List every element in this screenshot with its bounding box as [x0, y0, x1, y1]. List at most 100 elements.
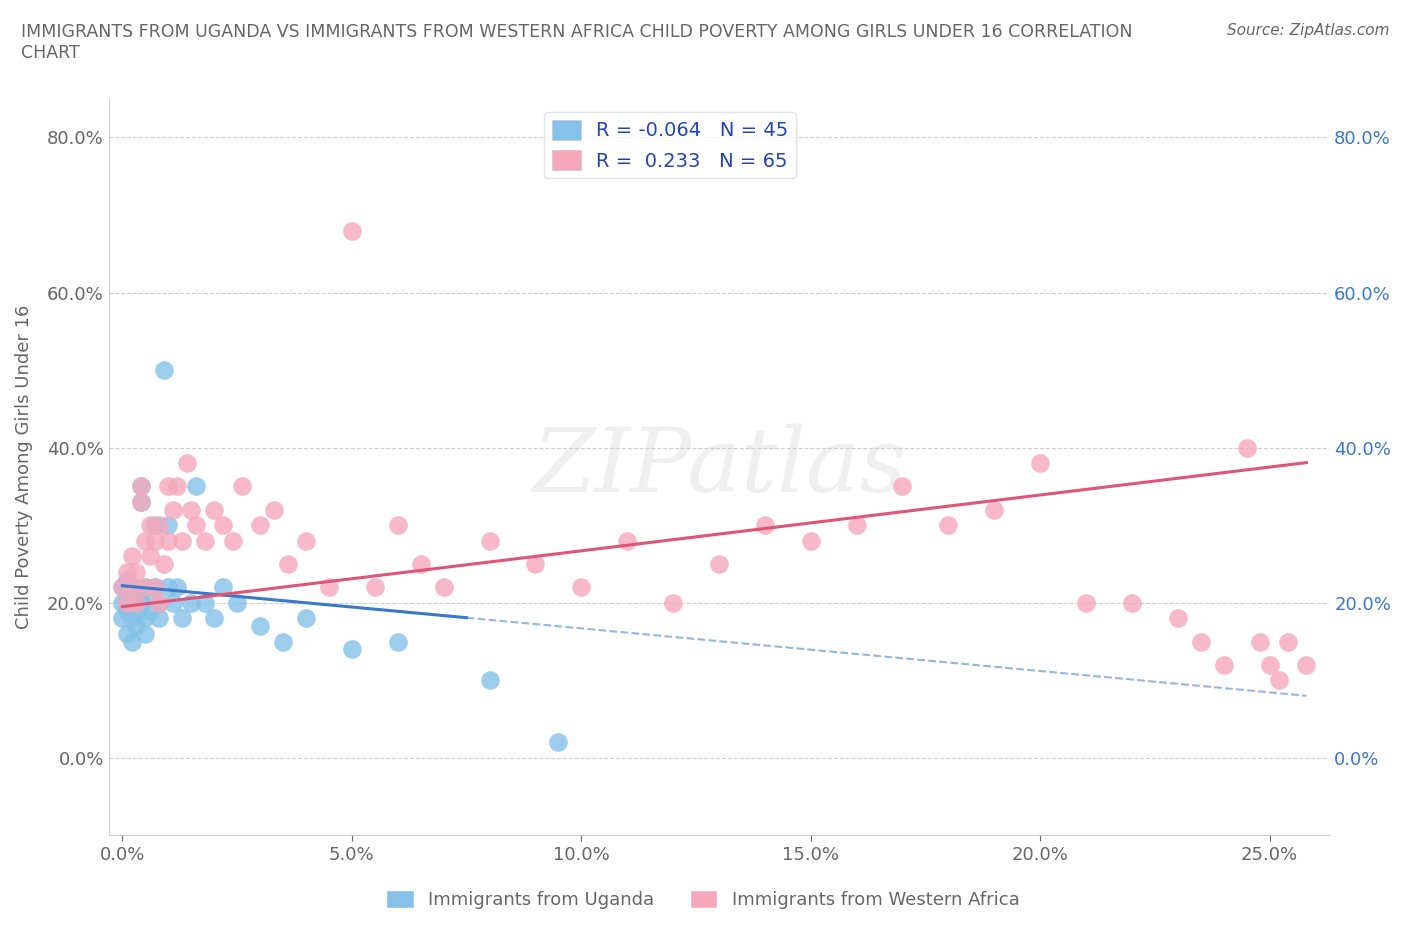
Point: [1295, 658, 1317, 672]
Point: [121, 579, 143, 594]
Point: [115, 627, 138, 642]
Point: [115, 565, 138, 579]
Point: [111, 579, 134, 594]
Point: [129, 479, 152, 494]
Point: [524, 556, 547, 571]
Point: [121, 549, 143, 564]
Point: [318, 579, 340, 594]
Text: Source: ZipAtlas.com: Source: ZipAtlas.com: [1226, 23, 1389, 38]
Point: [139, 588, 162, 603]
Point: [616, 533, 638, 548]
Point: [134, 627, 156, 642]
Text: IMMIGRANTS FROM UGANDA VS IMMIGRANTS FROM WESTERN AFRICA CHILD POVERTY AMONG GIR: IMMIGRANTS FROM UGANDA VS IMMIGRANTS FRO…: [21, 23, 1133, 62]
Point: [478, 533, 501, 548]
Point: [125, 565, 148, 579]
Point: [184, 479, 207, 494]
Point: [754, 518, 776, 533]
Point: [139, 518, 162, 533]
Point: [271, 634, 294, 649]
Point: [433, 579, 456, 594]
Point: [125, 618, 148, 633]
Point: [162, 502, 184, 517]
Point: [1268, 673, 1291, 688]
Point: [1236, 440, 1258, 455]
Point: [143, 533, 166, 548]
Point: [387, 634, 409, 649]
Point: [1249, 634, 1271, 649]
Point: [148, 595, 170, 610]
Point: [277, 556, 299, 571]
Point: [194, 595, 217, 610]
Point: [143, 518, 166, 533]
Point: [1029, 456, 1052, 471]
Point: [340, 642, 363, 657]
Point: [845, 518, 868, 533]
Point: [115, 572, 138, 587]
Point: [143, 579, 166, 594]
Point: [170, 533, 193, 548]
Point: [166, 579, 188, 594]
Point: [115, 595, 138, 610]
Point: [202, 502, 225, 517]
Point: [409, 556, 432, 571]
Point: [111, 611, 134, 626]
Point: [1074, 595, 1097, 610]
Point: [231, 479, 253, 494]
Point: [478, 673, 501, 688]
Point: [125, 603, 148, 618]
Point: [263, 502, 285, 517]
Point: [387, 518, 409, 533]
Point: [938, 518, 960, 533]
Point: [1212, 658, 1234, 672]
Point: [1189, 634, 1212, 649]
Text: ZIPatlas: ZIPatlas: [531, 424, 905, 511]
Point: [111, 579, 134, 594]
Point: [295, 611, 318, 626]
Point: [295, 533, 318, 548]
Point: [1277, 634, 1299, 649]
Point: [125, 595, 148, 610]
Point: [176, 456, 198, 471]
Point: [221, 533, 243, 548]
Point: [212, 579, 235, 594]
Point: [249, 618, 271, 633]
Point: [125, 588, 148, 603]
Point: [129, 479, 152, 494]
Point: [157, 533, 180, 548]
Point: [139, 603, 162, 618]
Point: [364, 579, 387, 594]
Point: [115, 588, 138, 603]
Point: [148, 595, 170, 610]
Point: [157, 479, 180, 494]
Point: [115, 603, 138, 618]
Point: [134, 611, 156, 626]
Point: [569, 579, 592, 594]
Point: [249, 518, 271, 533]
Point: [166, 479, 188, 494]
Point: [129, 495, 152, 510]
Point: [148, 611, 170, 626]
Y-axis label: Child Poverty Among Girls Under 16: Child Poverty Among Girls Under 16: [15, 305, 32, 630]
Legend: Immigrants from Uganda, Immigrants from Western Africa: Immigrants from Uganda, Immigrants from …: [380, 883, 1026, 916]
Point: [121, 634, 143, 649]
Point: [891, 479, 914, 494]
Point: [800, 533, 823, 548]
Point: [226, 595, 249, 610]
Point: [148, 518, 170, 533]
Point: [121, 595, 143, 610]
Point: [180, 595, 202, 610]
Point: [340, 223, 363, 238]
Point: [152, 556, 174, 571]
Point: [547, 735, 569, 750]
Point: [134, 579, 156, 594]
Point: [129, 495, 152, 510]
Point: [134, 533, 156, 548]
Point: [157, 518, 180, 533]
Point: [152, 363, 174, 378]
Point: [139, 549, 162, 564]
Point: [662, 595, 685, 610]
Point: [162, 595, 184, 610]
Point: [121, 579, 143, 594]
Point: [129, 595, 152, 610]
Point: [134, 579, 156, 594]
